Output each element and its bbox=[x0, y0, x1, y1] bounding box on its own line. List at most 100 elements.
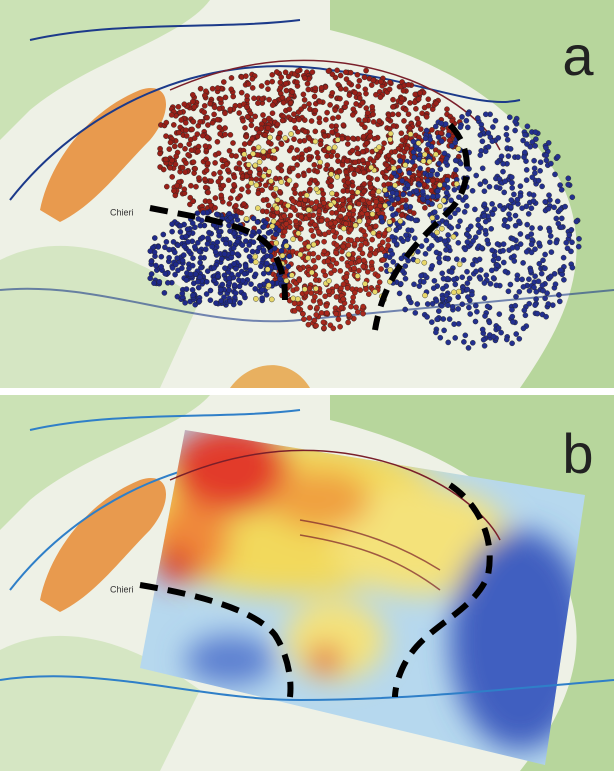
sample-point bbox=[508, 197, 515, 203]
heat-blob bbox=[309, 646, 341, 674]
sample-point bbox=[493, 282, 500, 289]
sample-point bbox=[289, 89, 296, 95]
sample-point bbox=[342, 69, 349, 75]
sample-point bbox=[361, 74, 368, 81]
sample-point bbox=[396, 290, 403, 297]
sample-point bbox=[476, 256, 483, 263]
sample-point bbox=[197, 85, 204, 92]
sample-point bbox=[197, 254, 204, 261]
sample-point bbox=[339, 197, 346, 203]
sample-point bbox=[569, 194, 576, 200]
sample-point bbox=[464, 124, 471, 131]
sample-point bbox=[500, 241, 507, 247]
sample-point bbox=[420, 279, 427, 285]
sample-point bbox=[306, 156, 313, 163]
sample-point bbox=[340, 243, 347, 250]
sample-point bbox=[548, 273, 554, 280]
sample-point bbox=[340, 188, 347, 194]
sample-point bbox=[535, 177, 542, 184]
sample-point bbox=[204, 241, 211, 247]
sample-point bbox=[217, 169, 223, 176]
sample-point bbox=[433, 100, 440, 107]
sample-point bbox=[524, 141, 530, 147]
sample-point bbox=[162, 270, 168, 277]
sample-point bbox=[489, 138, 496, 144]
sample-point bbox=[328, 171, 335, 177]
sample-point bbox=[227, 195, 234, 202]
sample-point bbox=[343, 76, 350, 82]
sample-point bbox=[528, 231, 535, 237]
sample-point bbox=[522, 312, 529, 319]
sample-point bbox=[490, 257, 497, 264]
sample-point bbox=[393, 227, 400, 233]
heat-blob bbox=[270, 470, 370, 530]
sample-point bbox=[406, 190, 413, 197]
sample-point bbox=[482, 179, 489, 185]
sample-point bbox=[389, 111, 396, 118]
sample-point bbox=[478, 126, 485, 132]
sample-point bbox=[317, 300, 324, 307]
sample-point bbox=[246, 242, 252, 248]
sample-point bbox=[320, 200, 327, 206]
sample-point bbox=[334, 174, 341, 180]
sample-point bbox=[310, 233, 317, 239]
boundary-line bbox=[392, 482, 493, 698]
sample-point bbox=[230, 140, 236, 146]
sample-point bbox=[439, 270, 446, 277]
sample-point bbox=[438, 138, 445, 145]
sample-point bbox=[556, 292, 562, 298]
thrust-line bbox=[299, 519, 441, 571]
sample-point bbox=[424, 178, 431, 184]
sample-point bbox=[286, 253, 293, 260]
sample-point bbox=[311, 317, 318, 324]
sample-point bbox=[205, 160, 211, 167]
fault-line bbox=[29, 19, 301, 41]
sample-point bbox=[520, 284, 527, 290]
sample-point bbox=[245, 188, 252, 195]
sample-point bbox=[334, 152, 341, 159]
sample-point bbox=[450, 233, 457, 240]
sample-point bbox=[259, 96, 266, 102]
sample-point bbox=[236, 110, 242, 116]
sample-point bbox=[344, 158, 351, 164]
sample-point bbox=[232, 290, 239, 296]
fault-line bbox=[0, 287, 614, 323]
sample-point bbox=[278, 179, 285, 185]
sample-point bbox=[370, 158, 377, 164]
sample-point bbox=[369, 266, 376, 272]
sample-point bbox=[345, 242, 352, 249]
sample-point bbox=[375, 188, 382, 195]
sample-point bbox=[349, 112, 356, 118]
sample-point bbox=[352, 159, 359, 166]
sample-point bbox=[212, 160, 218, 166]
sample-point bbox=[537, 225, 544, 231]
sample-point bbox=[529, 225, 535, 231]
sample-point bbox=[166, 146, 173, 152]
sample-point bbox=[407, 131, 414, 137]
sample-point bbox=[222, 265, 228, 271]
sample-point bbox=[429, 177, 436, 184]
sample-point bbox=[397, 158, 404, 164]
sample-point bbox=[398, 255, 405, 262]
sample-point bbox=[330, 257, 336, 263]
sample-point bbox=[291, 136, 297, 142]
sample-point bbox=[358, 236, 365, 243]
sample-point bbox=[312, 138, 319, 145]
sample-point bbox=[375, 273, 381, 279]
sample-point bbox=[368, 82, 375, 88]
sample-point bbox=[555, 220, 562, 227]
sample-point bbox=[400, 191, 407, 198]
sample-point bbox=[324, 153, 330, 159]
sample-point bbox=[244, 104, 250, 110]
sample-point bbox=[220, 79, 227, 85]
sample-point bbox=[286, 106, 293, 112]
sample-point bbox=[320, 190, 327, 197]
sample-point bbox=[552, 171, 558, 178]
sample-point bbox=[330, 115, 336, 122]
sample-point bbox=[285, 202, 291, 209]
sample-point bbox=[331, 267, 338, 274]
sample-point bbox=[335, 81, 342, 88]
sample-point bbox=[543, 313, 549, 320]
sample-point bbox=[372, 250, 379, 257]
sample-point bbox=[190, 292, 196, 299]
